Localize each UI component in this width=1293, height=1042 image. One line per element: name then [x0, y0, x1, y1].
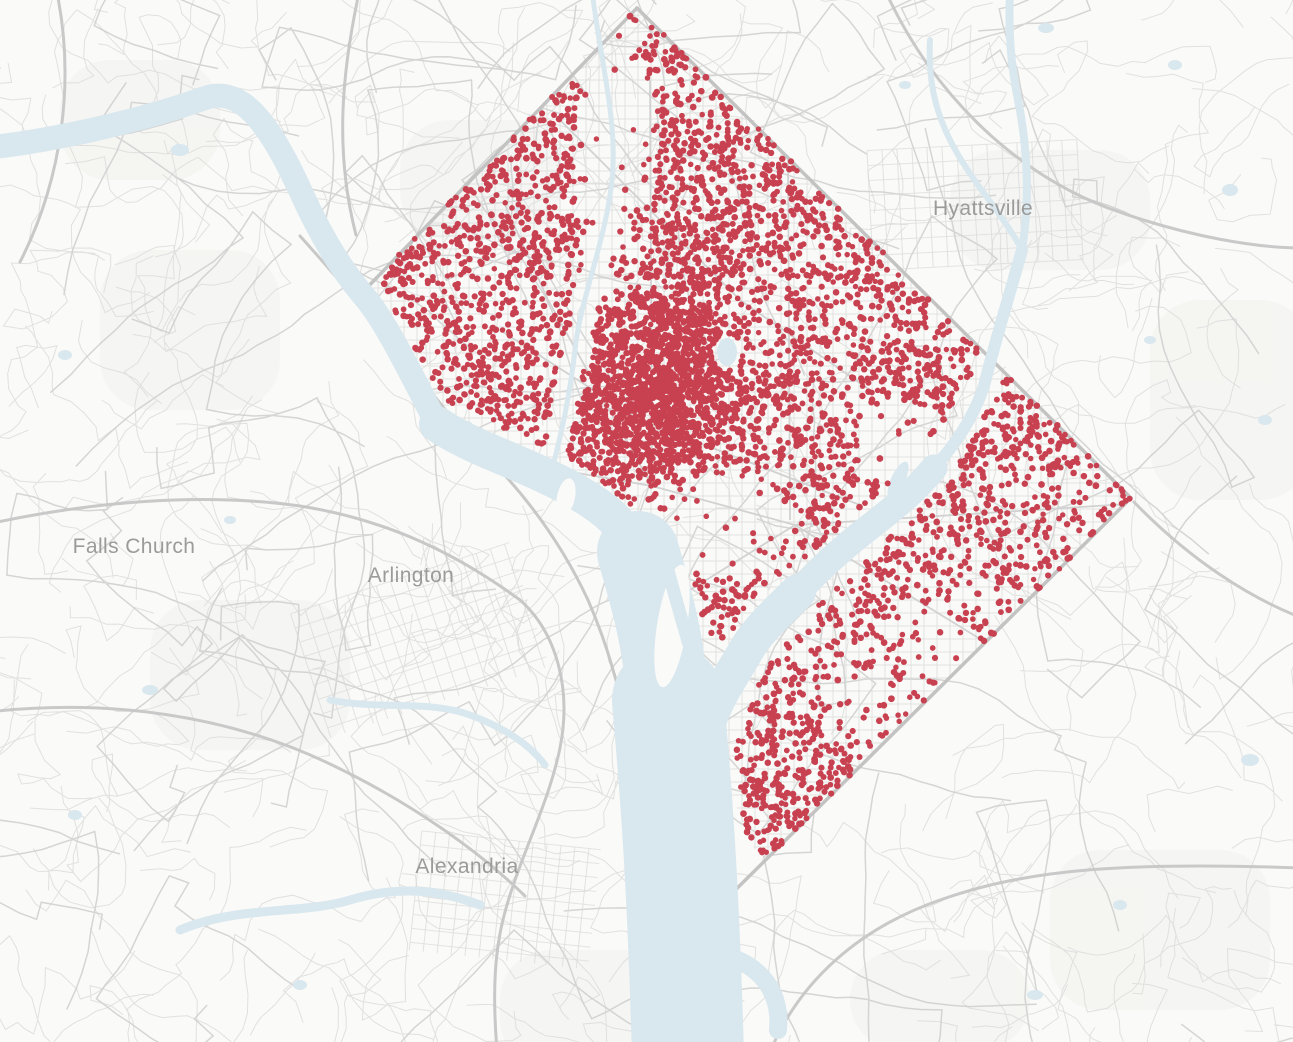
pond — [1222, 184, 1238, 196]
river-potomac-upper — [0, 83, 449, 436]
river-four-mile-run — [326, 696, 549, 769]
lake — [717, 338, 737, 366]
river-potomac-low2 — [612, 644, 744, 1042]
lake — [635, 534, 665, 556]
pond — [142, 685, 158, 695]
river-anacostia-up — [928, 244, 1028, 474]
pond — [899, 81, 911, 89]
pond — [68, 810, 82, 820]
pond — [293, 980, 307, 990]
river-cameron-run — [175, 886, 485, 935]
pond — [1258, 415, 1272, 425]
incident-dots — [380, 12, 1133, 856]
pond — [1113, 900, 1127, 910]
river-nw-branch — [926, 37, 1025, 253]
river-washington-channel — [657, 549, 710, 697]
river-anacostia-low — [682, 574, 816, 766]
pond — [58, 350, 72, 360]
pond — [1027, 990, 1043, 1000]
river-anacostia-mid — [784, 454, 948, 606]
river-rock-creek — [549, 0, 616, 473]
lake — [447, 421, 473, 435]
lake — [887, 461, 909, 499]
pond — [1168, 60, 1182, 70]
river-ne-branch — [1005, 0, 1031, 254]
pond — [171, 144, 189, 156]
pond — [1144, 336, 1156, 344]
pond — [1241, 754, 1259, 766]
river-island — [556, 478, 576, 516]
river-oxon-cove — [679, 946, 788, 1039]
pond — [224, 516, 236, 524]
pond — [1038, 23, 1054, 33]
